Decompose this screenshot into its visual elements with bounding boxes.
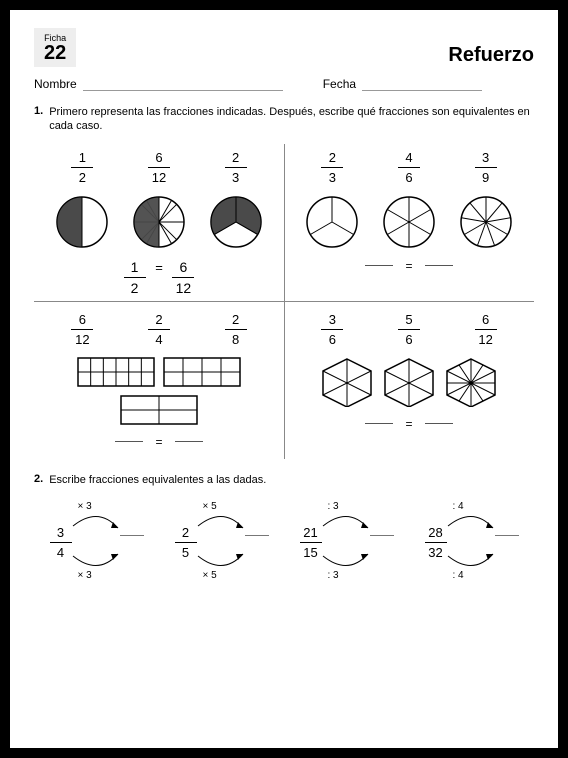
- cell-4: 36 56 612 =: [284, 306, 534, 459]
- rect-12: [77, 357, 155, 387]
- q2-row: 34 × 3 × 3 25 × 5× 5 2115 : 3: 3 2832 :: [34, 501, 534, 581]
- pie-9: [459, 195, 513, 249]
- date-input-line[interactable]: [362, 79, 482, 91]
- question-2: 2. Escribe fracciones equivalentes a las …: [34, 473, 534, 581]
- cell-3: 612 24 28 =: [34, 306, 284, 459]
- page-title: Refuerzo: [448, 44, 534, 67]
- pie-half: [55, 195, 109, 249]
- pie-3: [305, 195, 359, 249]
- q1-number: 1.: [34, 105, 43, 134]
- cell-1: 12 612 23 12 = 612: [34, 144, 284, 306]
- rect-4: [120, 395, 198, 425]
- answer-3[interactable]: =: [44, 435, 274, 449]
- arrow-arcs: [68, 506, 128, 576]
- date-field: Fecha: [323, 77, 482, 91]
- pie-12: [132, 195, 186, 249]
- q2-item-3: 2115 : 3: 3: [292, 501, 402, 581]
- name-date-fields: Nombre Fecha: [34, 77, 534, 91]
- q2-text: Escribe fracciones equivalentes a las da…: [49, 473, 266, 487]
- answer-2[interactable]: =: [294, 259, 524, 273]
- q2-item-1: 34 × 3 × 3: [42, 501, 152, 581]
- q2-item-2: 25 × 5× 5: [167, 501, 277, 581]
- hex-12: [443, 357, 499, 407]
- q2-number: 2.: [34, 473, 43, 487]
- hex-6: [319, 357, 375, 407]
- q1-grid: 12 612 23 12 = 612 23 46: [34, 144, 534, 459]
- answer-1: 12 = 612: [44, 259, 274, 296]
- rect-8: [163, 357, 241, 387]
- header: Ficha 22 Refuerzo: [34, 28, 534, 67]
- ficha-number: 22: [44, 43, 66, 63]
- q1-text: Primero representa las fracciones indica…: [49, 105, 534, 134]
- answer-4[interactable]: =: [294, 417, 524, 431]
- question-1: 1.Primero representa las fracciones indi…: [34, 105, 534, 459]
- cell-2: 23 46 39 =: [284, 144, 534, 306]
- ficha-box: Ficha 22: [34, 28, 76, 67]
- pie-6: [382, 195, 436, 249]
- name-field: Nombre: [34, 77, 283, 91]
- pie-thirds: [209, 195, 263, 249]
- name-input-line[interactable]: [83, 79, 283, 91]
- q2-item-4: 2832 : 4: 4: [417, 501, 527, 581]
- hex-6b: [381, 357, 437, 407]
- worksheet-page: Ficha 22 Refuerzo Nombre Fecha 1.Primero…: [10, 10, 558, 748]
